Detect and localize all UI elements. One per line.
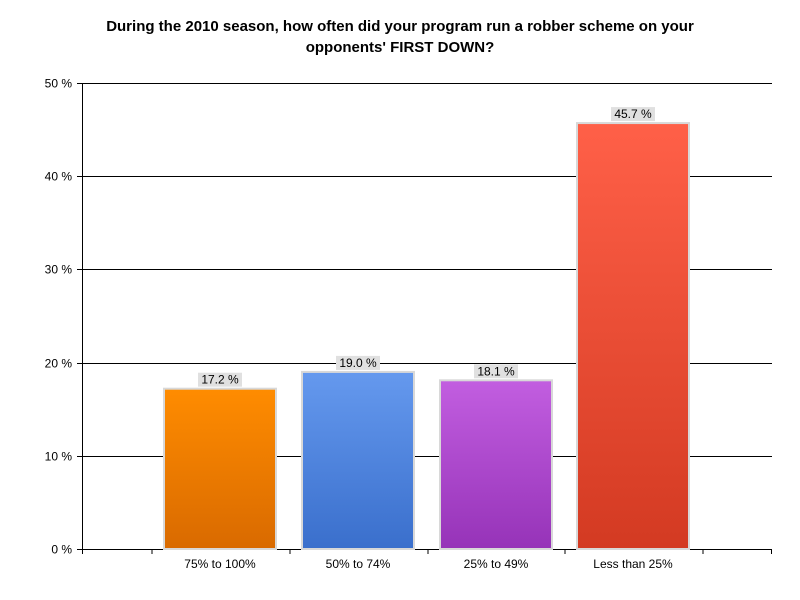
- bar: [301, 370, 415, 551]
- bar: [439, 379, 553, 551]
- chart-title: During the 2010 season, how often did yo…: [106, 18, 694, 56]
- data-label-box: [474, 364, 518, 379]
- category-label: Less than 25%: [593, 557, 673, 571]
- data-label-box: [198, 372, 242, 387]
- y-tick-label: 40 %: [45, 170, 73, 184]
- data-label: 45.7 %: [614, 107, 652, 121]
- data-label: 19.0 %: [339, 356, 377, 370]
- data-label: 17.2 %: [201, 373, 239, 387]
- data-label-box: [611, 107, 655, 122]
- category-label: 75% to 100%: [184, 557, 256, 571]
- category-label: 50% to 74%: [326, 557, 391, 571]
- bar: [163, 387, 277, 551]
- y-tick-label: 20 %: [45, 357, 73, 371]
- y-tick-label: 10 %: [45, 450, 73, 464]
- bar: [576, 122, 690, 551]
- category-label: 25% to 49%: [464, 557, 529, 571]
- data-label-box: [336, 355, 380, 370]
- data-label: 18.1 %: [477, 364, 515, 378]
- y-tick-label: 50 %: [45, 77, 73, 91]
- y-tick-label: 0 %: [51, 543, 72, 557]
- y-tick-label: 30 %: [45, 263, 73, 277]
